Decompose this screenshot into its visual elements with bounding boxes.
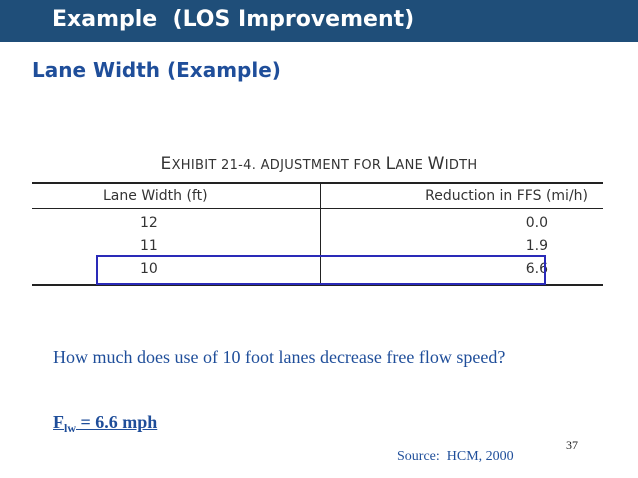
answer-symbol: F [53, 412, 64, 432]
exhibit-title-part1: XHIBIT 21-4. A [171, 158, 270, 173]
question-text: How much does use of 10 foot lanes decre… [53, 347, 506, 367]
table-cell-reduction: 6.6 [525, 261, 548, 277]
slide-subtitle: Lane Width (Example) [32, 58, 281, 82]
table-bottom-rule [32, 284, 603, 286]
answer-text: Flw = 6.6 mph [53, 410, 157, 440]
table-cell-lane-width: 10 [140, 261, 158, 277]
exhibit-title-part4: ANE [395, 158, 428, 173]
answer-value: = 6.6 mph [76, 412, 158, 432]
table-cell-reduction: 0.0 [525, 215, 548, 231]
highlight-box-row-10 [96, 255, 546, 285]
source-citation: Source: HCM, 2000 [397, 449, 514, 464]
table-cell-reduction: 1.9 [525, 238, 548, 254]
column-header-reduction: Reduction in FFS (mi/h) [425, 188, 588, 204]
table-cell-lane-width: 11 [140, 238, 158, 254]
exhibit-title-part2: DJUSTMENT FOR [269, 158, 386, 173]
exhibit-title-part3: L [385, 154, 396, 174]
header-bar: Example (LOS Improvement) [0, 0, 638, 42]
column-header-lane-width: Lane Width (ft) [103, 188, 208, 204]
table-top-rule [32, 182, 603, 184]
slide-title: Example (LOS Improvement) [52, 7, 415, 32]
exhibit-title-part5: W [427, 154, 445, 174]
table-header-rule [32, 208, 603, 209]
exhibit-title-part6: IDTH [444, 158, 478, 173]
exhibit-title: EXHIBIT 21-4. ADJUSTMENT FOR LANE WIDTH [0, 153, 638, 177]
page-number: 37 [566, 438, 578, 452]
table-cell-lane-width: 12 [140, 215, 158, 231]
table-column-divider [320, 184, 321, 284]
exhibit-title-initial: E [160, 154, 172, 174]
answer-subscript: lw [64, 421, 76, 435]
